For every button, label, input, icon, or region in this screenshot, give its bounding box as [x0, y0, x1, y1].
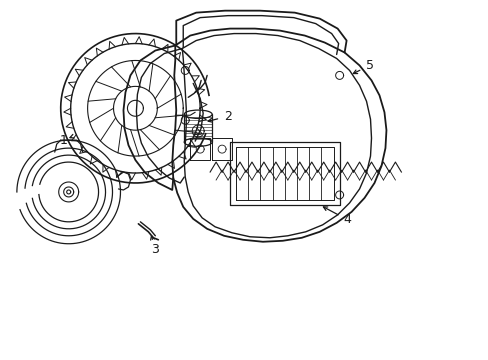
Text: 2: 2 [224, 110, 231, 123]
Text: 1: 1 [60, 134, 67, 147]
Text: 5: 5 [365, 59, 373, 72]
Text: 3: 3 [151, 243, 159, 256]
Text: 4: 4 [343, 213, 351, 226]
